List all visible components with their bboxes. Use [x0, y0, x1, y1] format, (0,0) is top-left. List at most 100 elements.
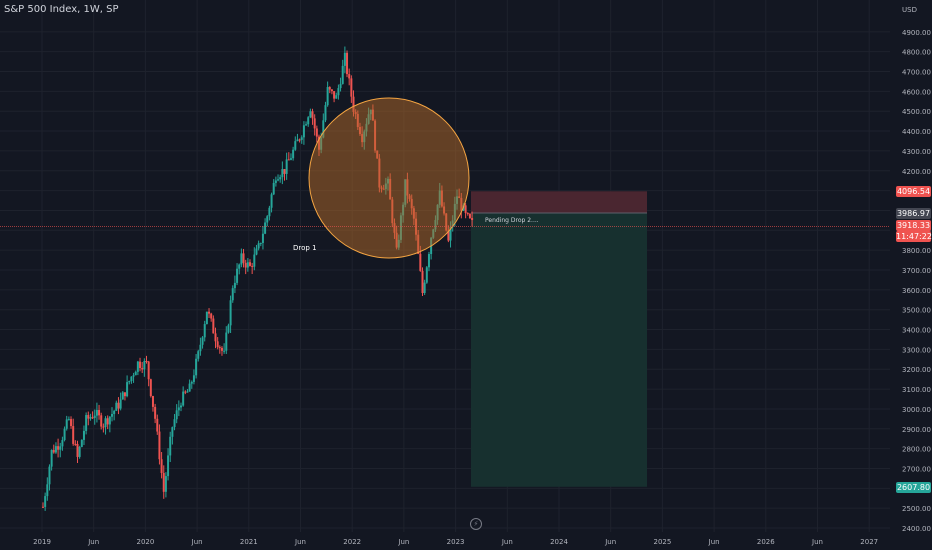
candle-body	[195, 358, 198, 376]
position-zones[interactable]	[471, 191, 647, 487]
candle-body	[61, 440, 64, 447]
candle-body	[115, 402, 118, 411]
candle-body	[82, 430, 85, 440]
candle-body	[141, 367, 144, 370]
candle-body	[270, 194, 273, 208]
candle-body	[85, 415, 88, 431]
candle-body	[108, 416, 111, 425]
candle-body	[156, 418, 159, 432]
candle-body	[95, 410, 98, 416]
candle-body	[102, 426, 105, 428]
candle-body	[341, 65, 344, 84]
y-tick-label: 4600.00	[902, 88, 931, 96]
candle-body	[184, 391, 187, 393]
x-tick-label: 2026	[757, 538, 775, 546]
candle-body	[143, 360, 146, 370]
candle-body	[199, 344, 202, 352]
candle-body	[136, 361, 139, 372]
candle-body	[57, 446, 60, 450]
candle-body	[186, 391, 189, 393]
candle-body	[324, 105, 327, 121]
x-tick-label: Jun	[604, 538, 616, 546]
x-tick-label: 2021	[240, 538, 258, 546]
candle-body	[139, 361, 142, 368]
candle-body	[279, 177, 282, 180]
candle-body	[65, 419, 68, 429]
candle-body	[106, 418, 109, 425]
candle-body	[249, 262, 251, 266]
symbol-title[interactable]: S&P 500 Index, 1W, SP	[4, 4, 119, 15]
candle-body	[236, 268, 239, 283]
y-tick-label: 2500.00	[902, 505, 931, 513]
x-tick-label: Jun	[501, 538, 513, 546]
candle-body	[52, 449, 55, 453]
candle-body	[264, 222, 267, 234]
candle-body	[63, 428, 66, 441]
candle-body	[281, 169, 284, 178]
candle-body	[87, 415, 90, 419]
candle-body	[423, 282, 426, 293]
candle-body	[70, 419, 73, 427]
candle-body	[283, 169, 286, 174]
candle-body	[447, 230, 450, 241]
clock-icon[interactable]: ⚡	[470, 518, 482, 530]
candle-body	[238, 264, 241, 269]
candle-body	[425, 267, 428, 283]
candle-body	[419, 253, 422, 271]
candle-body	[113, 410, 116, 415]
candle-body	[333, 91, 336, 99]
candle-body	[257, 243, 260, 249]
candle-body	[42, 506, 44, 508]
candle-body	[145, 360, 148, 362]
candle-body	[59, 446, 62, 450]
candle-body	[100, 415, 103, 427]
price-axis[interactable]: USD2400.002500.002600.002700.002800.0029…	[890, 0, 932, 550]
candle-body	[80, 439, 83, 447]
candle-body	[255, 248, 258, 255]
candle-body	[313, 118, 316, 129]
y-tick-label: 4300.00	[902, 148, 931, 156]
candle-body	[175, 410, 178, 420]
candle-body	[201, 337, 204, 345]
candle-body	[220, 347, 223, 351]
candle-body	[272, 182, 275, 195]
x-tick-label: 2023	[447, 538, 465, 546]
take-profit-zone	[471, 213, 647, 487]
candle-body	[350, 78, 353, 97]
candle-body	[287, 159, 290, 161]
highlight-circle	[308, 97, 470, 259]
candle-body	[471, 217, 474, 221]
y-tick-label: 2400.00	[902, 525, 931, 533]
x-tick-label: 2022	[343, 538, 361, 546]
candle-body	[464, 205, 467, 214]
candle-body	[468, 213, 471, 218]
pending-drop-label: Pending Drop 2....	[485, 217, 539, 225]
candle-body	[180, 405, 182, 408]
candle-body	[277, 179, 280, 181]
candle-body	[246, 262, 249, 268]
candle-body	[76, 443, 79, 457]
candle-body	[421, 270, 424, 293]
x-tick-label: Jun	[191, 538, 203, 546]
x-tick-label: Jun	[811, 538, 823, 546]
candle-body	[50, 449, 53, 467]
candle-body	[167, 455, 170, 477]
price-axis-bg	[890, 0, 932, 550]
y-tick-label: 4500.00	[902, 108, 931, 116]
candle-body	[298, 139, 301, 141]
candle-body	[160, 459, 163, 474]
candle-body	[223, 350, 226, 352]
candle-body	[72, 426, 75, 444]
stop-price-badge: 4096.54	[896, 186, 931, 198]
candle-body	[251, 265, 254, 267]
candle-body	[326, 87, 329, 106]
candle-body	[343, 52, 346, 66]
candle-body	[292, 149, 295, 159]
candle-body	[147, 361, 150, 380]
time-axis[interactable]: 2019 Jun 2020 Jun 2021 Jun 2022 Jun 2023 Jun 2024 J…	[33, 538, 878, 546]
candle-body	[296, 139, 299, 142]
x-tick-label: 2027	[860, 538, 878, 546]
y-tick-label: 3800.00	[902, 247, 931, 255]
candle-body	[192, 375, 195, 382]
